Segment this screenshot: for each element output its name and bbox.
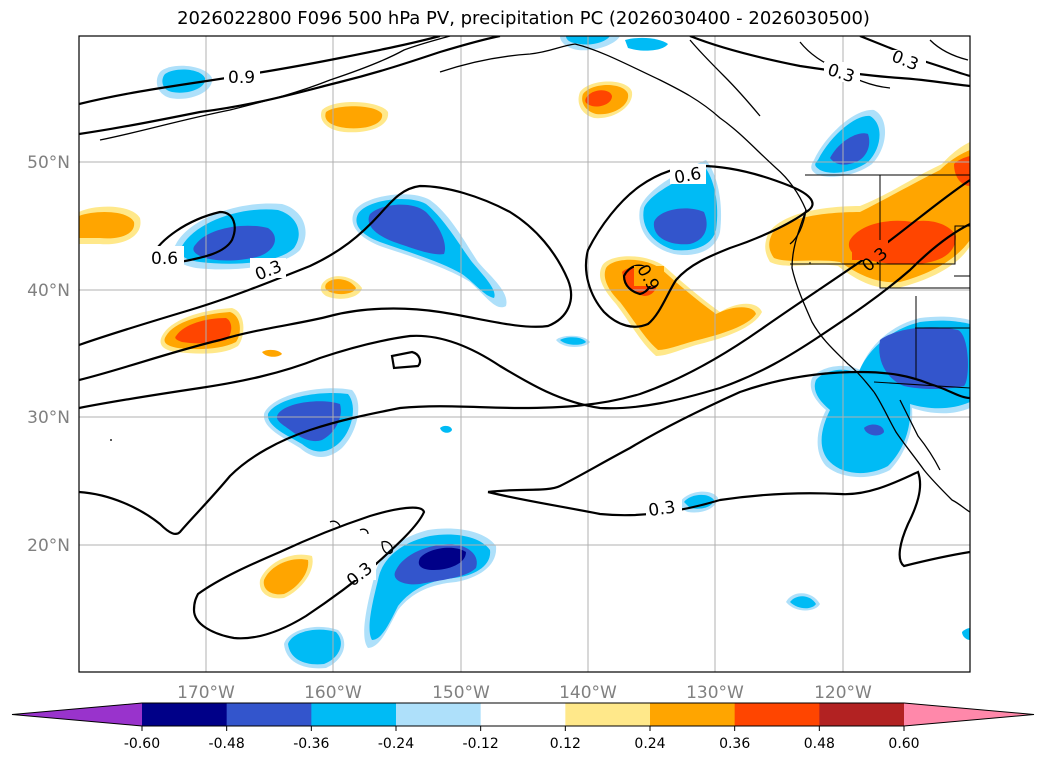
colorbar-extend-low [12, 703, 142, 726]
colorbar-tick-label: 0.36 [719, 736, 750, 752]
precip-blob-negative [653, 208, 707, 245]
precip-blob-positive [262, 349, 282, 357]
colorbar-tick-label: -0.24 [378, 736, 414, 752]
lat-tick-label: 40°N [27, 281, 70, 301]
precip-blob-positive [79, 212, 135, 239]
precip-blob-positive [954, 156, 970, 186]
political-borders [790, 174, 970, 389]
lat-tick-label: 30°N [27, 408, 70, 428]
lon-tick-label: 150°W [432, 683, 490, 703]
precip-blob-negative [368, 204, 446, 255]
lon-tick-labels: 170°W 160°W 150°W 140°W 130°W 120°W [177, 683, 872, 703]
contour-label: 0.6 [673, 164, 703, 188]
colorbar-segment [142, 703, 228, 726]
colorbar-segment [311, 703, 397, 726]
lat-tick-label: 20°N [27, 536, 70, 556]
colorbar-tick-label: 0.24 [634, 736, 665, 752]
contour-label: 0.3 [647, 498, 677, 522]
colorbar-segment [226, 703, 312, 726]
contour-label: 0.9 [228, 68, 255, 88]
map-panel [79, 36, 970, 672]
precip-blob-negative [418, 547, 466, 570]
precip-blob-negative [864, 424, 884, 436]
colorbar-segment [565, 703, 651, 726]
contour-label: 0.6 [151, 249, 178, 269]
map-frame [78, 35, 971, 673]
precip-shading [79, 36, 970, 669]
colorbar-segment [480, 703, 566, 726]
precip-blob-negative [276, 401, 341, 442]
lon-tick-label: 140°W [559, 683, 617, 703]
colorbar-tick-label: 0.48 [804, 736, 835, 752]
lon-tick-label: 170°W [177, 683, 235, 703]
colorbar-segment [734, 703, 820, 726]
precip-blob-positive [263, 559, 309, 595]
lat-tick-label: 50°N [27, 153, 70, 173]
colorbar-tick-label: 0.12 [550, 736, 581, 752]
precip-blob-negative [440, 425, 452, 433]
precip-blob-negative [790, 596, 816, 609]
colorbar-segment [819, 703, 905, 726]
precip-blob-positive [585, 90, 612, 107]
precip-blob-negative [625, 37, 668, 51]
colorbar-tick-label: 0.60 [888, 736, 919, 752]
precip-blob-positive [175, 318, 232, 344]
lon-tick-label: 160°W [304, 683, 362, 703]
precip-blob-negative [962, 628, 970, 640]
lat-tick-labels: 50°N 40°N 30°N 20°N [27, 153, 70, 556]
colorbar-tick-label: -0.48 [209, 736, 245, 752]
colorbar-segment [396, 703, 482, 726]
precip-blob-negative [830, 133, 870, 165]
lon-tick-label: 120°W [814, 683, 872, 703]
colorbar-extend-high [904, 703, 1034, 726]
precip-blob-negative [879, 327, 968, 389]
precip-blob-positive [325, 106, 383, 129]
lon-tick-label: 130°W [686, 683, 744, 703]
colorbar-tick-label: -0.36 [293, 736, 329, 752]
colorbar-tick-label: -0.60 [124, 736, 160, 752]
coastlines [99, 36, 970, 555]
precip-blob-negative [193, 225, 275, 261]
precip-blob-negative [288, 629, 341, 665]
precip-blob-negative [684, 494, 714, 509]
precip-blob-negative [560, 337, 586, 345]
colorbar-segment [650, 703, 736, 726]
colorbar: -0.60 -0.48 -0.36 -0.24 -0.12 0.12 0.24 0.36 0.4… [11, 702, 1035, 752]
map-title: 2026022800 F096 500 hPa PV, precipitatio… [177, 8, 870, 29]
colorbar-tick-label: -0.12 [463, 736, 499, 752]
